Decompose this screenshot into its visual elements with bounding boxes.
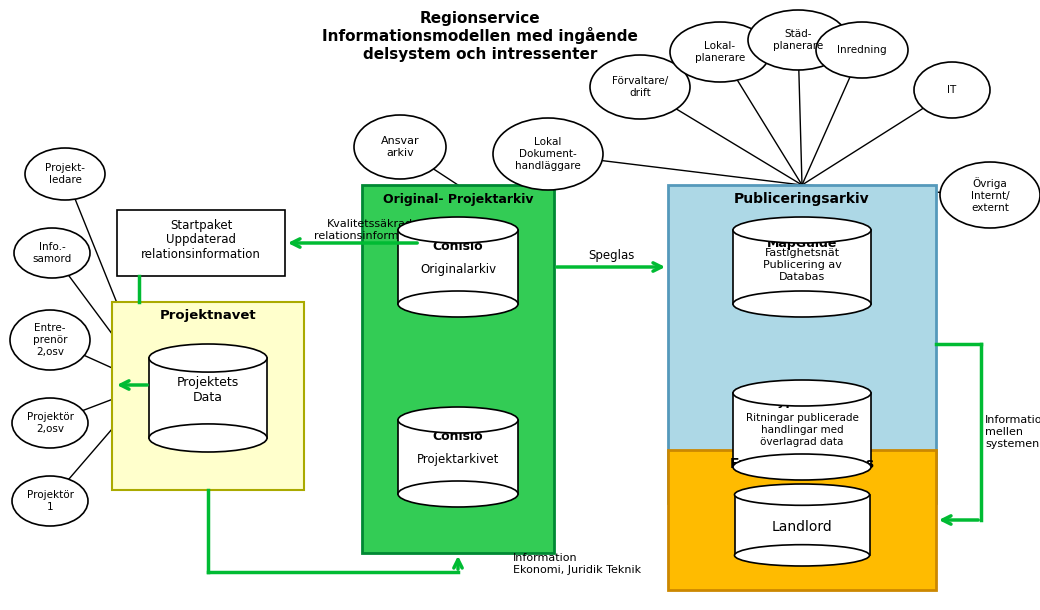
- Text: relationsinformation: relationsinformation: [141, 248, 261, 262]
- Ellipse shape: [25, 148, 105, 200]
- Ellipse shape: [940, 162, 1040, 228]
- Bar: [116, 210, 285, 276]
- Text: Originalarkiv: Originalarkiv: [420, 262, 496, 276]
- Text: Publiceringsarkiv: Publiceringsarkiv: [734, 192, 869, 206]
- Text: Landlord: Landlord: [772, 520, 832, 534]
- Ellipse shape: [493, 118, 603, 190]
- Text: Regionservice: Regionservice: [420, 10, 541, 26]
- Ellipse shape: [12, 476, 88, 526]
- Ellipse shape: [398, 481, 518, 507]
- Text: Städ-
planerare: Städ- planerare: [773, 29, 823, 51]
- Ellipse shape: [14, 228, 90, 278]
- Ellipse shape: [733, 291, 872, 317]
- Bar: [149, 358, 267, 438]
- Bar: [733, 230, 872, 304]
- Text: Projektets
Data: Projektets Data: [177, 376, 239, 404]
- Bar: [112, 302, 304, 490]
- Bar: [362, 185, 554, 553]
- Ellipse shape: [733, 380, 872, 406]
- Ellipse shape: [149, 424, 267, 452]
- Text: Projektör
2,osv: Projektör 2,osv: [26, 412, 74, 434]
- Ellipse shape: [734, 484, 869, 505]
- Text: MapGuide: MapGuide: [766, 237, 837, 249]
- Ellipse shape: [670, 22, 770, 82]
- Bar: [733, 393, 872, 467]
- Text: Ritningar publicerade
handlingar med
överlagrad data: Ritningar publicerade handlingar med öve…: [746, 414, 858, 447]
- Text: Lokal
Dokument-
handläggare: Lokal Dokument- handläggare: [515, 137, 581, 171]
- Text: Information
Ekonomi, Juridik Teknik: Information Ekonomi, Juridik Teknik: [513, 553, 641, 575]
- Ellipse shape: [914, 62, 990, 118]
- Ellipse shape: [590, 55, 690, 119]
- Bar: [398, 230, 518, 304]
- Text: Inredning: Inredning: [837, 45, 887, 55]
- Text: Conisio: Conisio: [433, 431, 484, 443]
- Ellipse shape: [748, 10, 848, 70]
- Ellipse shape: [734, 545, 869, 566]
- Text: Ansvar
arkiv: Ansvar arkiv: [381, 136, 419, 158]
- Ellipse shape: [354, 115, 446, 179]
- Text: Projektarkivet: Projektarkivet: [417, 453, 499, 465]
- Text: Info.-
samord: Info.- samord: [32, 242, 72, 264]
- Ellipse shape: [733, 217, 872, 243]
- Ellipse shape: [398, 217, 518, 243]
- Text: Conisio: Conisio: [433, 240, 484, 254]
- Text: Uppdaterad: Uppdaterad: [166, 234, 236, 246]
- Text: Projektnavet: Projektnavet: [160, 309, 256, 323]
- Text: Entre-
prenör
2,osv: Entre- prenör 2,osv: [32, 323, 68, 357]
- Ellipse shape: [816, 22, 908, 78]
- Ellipse shape: [398, 407, 518, 433]
- Text: Förvaltare/
drift: Förvaltare/ drift: [612, 76, 668, 98]
- Bar: [734, 495, 869, 555]
- Text: IT: IT: [947, 85, 957, 95]
- Text: Projekt-
ledare: Projekt- ledare: [45, 163, 85, 185]
- Bar: [668, 185, 936, 503]
- Text: Informationsmodellen med ingående: Informationsmodellen med ingående: [322, 27, 638, 45]
- Ellipse shape: [12, 398, 88, 448]
- Text: Fastighetsnät
Publicering av
Databas: Fastighetsnät Publicering av Databas: [762, 248, 841, 282]
- Text: Kvalitetssäkrad
relationsinformation: Kvalitetssäkrad relationsinformation: [314, 219, 426, 241]
- Text: Fastighetsdatabas: Fastighetsdatabas: [729, 457, 875, 471]
- Text: Övriga
Internt/
externt: Övriga Internt/ externt: [970, 178, 1009, 212]
- Text: Speglas: Speglas: [588, 248, 634, 262]
- Text: Informationutbyte
mellen
systemen: Informationutbyte mellen systemen: [985, 415, 1040, 448]
- Text: HyperDoc: HyperDoc: [768, 395, 836, 409]
- Text: Lokal-
planerare: Lokal- planerare: [695, 41, 745, 63]
- Text: Projektör
1: Projektör 1: [26, 490, 74, 512]
- Text: Original- Projektarkiv: Original- Projektarkiv: [383, 193, 534, 206]
- Text: delsystem och intressenter: delsystem och intressenter: [363, 46, 597, 62]
- Ellipse shape: [398, 291, 518, 317]
- Ellipse shape: [10, 310, 90, 370]
- Ellipse shape: [149, 344, 267, 372]
- Ellipse shape: [733, 454, 872, 480]
- Bar: [398, 420, 518, 494]
- Bar: [668, 450, 936, 590]
- Text: Startpaket: Startpaket: [170, 218, 232, 232]
